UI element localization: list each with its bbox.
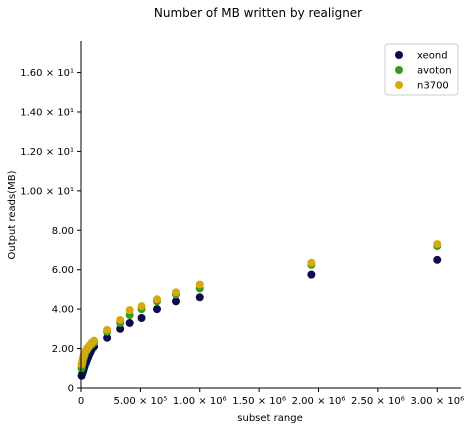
x-tick-label: 1.00 × 10⁶: [173, 396, 227, 407]
data-point-n3700: [116, 315, 125, 324]
data-point-xeond: [195, 293, 204, 302]
data-point-n3700: [125, 306, 134, 315]
y-tick-label: 1.00 × 10¹: [20, 186, 74, 197]
x-axis-ticks: 0 5.00 × 10⁵ 1.00 × 10⁶ 1.50 × 10⁶ 2.00 × 10…: [78, 388, 464, 407]
data-point-xeond: [153, 305, 161, 314]
data-point-xeond: [137, 314, 146, 323]
x-axis-label: subset range: [237, 413, 302, 424]
legend-label-avoton: avoton: [417, 66, 452, 77]
data-point-xeond: [172, 297, 180, 306]
data-point-n3700: [172, 288, 180, 297]
data-point-xeond: [433, 255, 442, 264]
y-axis-ticks: 0 2.00 4.00 6.00 8.00 1.00 × 10¹ 1.20 × 10¹ 1.4…: [20, 68, 81, 395]
data-points: [77, 240, 442, 380]
data-point-n3700: [103, 325, 112, 334]
data-point-n3700: [90, 336, 99, 345]
data-point-n3700: [307, 258, 316, 267]
series-n3700: [77, 240, 442, 369]
y-tick-label: 8.00: [52, 226, 74, 237]
legend-marker-n3700: [395, 81, 403, 89]
y-tick-label: 4.00: [52, 305, 74, 316]
y-tick-label: 6.00: [52, 265, 74, 276]
data-point-n3700: [153, 295, 161, 304]
y-tick-label: 1.60 × 10¹: [20, 68, 74, 79]
legend-marker-xeond: [395, 51, 403, 59]
legend-label-xeond: xeond: [417, 51, 448, 62]
data-point-n3700: [195, 280, 204, 289]
data-point-xeond: [125, 318, 134, 327]
y-axis-label: Output reads(MB): [7, 170, 18, 259]
y-tick-label: 2.00: [52, 344, 74, 355]
chart-title: Number of MB written by realigner: [154, 6, 362, 20]
legend: xeond avoton n3700: [384, 43, 459, 96]
data-point-n3700: [137, 302, 146, 311]
x-tick-label: 1.50 × 10⁶: [232, 396, 286, 407]
data-point-xeond: [116, 324, 125, 333]
y-tick-label: 1.20 × 10¹: [20, 147, 74, 158]
legend-marker-avoton: [395, 66, 403, 74]
x-tick-label: 2.50 × 10⁶: [351, 396, 405, 407]
x-tick-label: 2.00 × 10⁶: [292, 396, 346, 407]
data-point-xeond: [307, 270, 316, 279]
legend-box: [384, 43, 459, 96]
data-point-n3700: [433, 240, 442, 249]
y-tick-label: 1.40 × 10¹: [20, 107, 74, 118]
y-tick-label: 0: [68, 384, 74, 395]
legend-label-n3700: n3700: [417, 81, 449, 92]
x-tick-label: 0: [78, 396, 84, 407]
x-tick-label: 3.00 × 10⁶: [410, 396, 464, 407]
x-tick-label: 5.00 × 10⁵: [114, 396, 168, 407]
data-point-xeond: [103, 333, 112, 342]
